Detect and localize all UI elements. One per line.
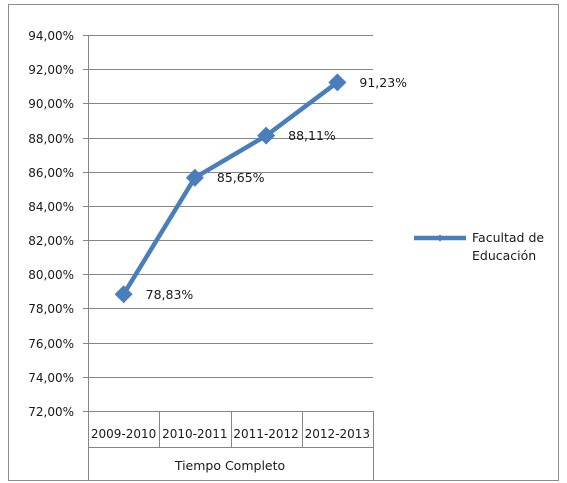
gridlines	[88, 35, 373, 378]
series-line	[121, 80, 339, 296]
data-value-label: 78,83%	[146, 287, 194, 302]
y-tick-label: 86,00%	[28, 166, 74, 180]
y-tick-label: 82,00%	[28, 234, 74, 248]
y-tick-label: 76,00%	[28, 337, 74, 351]
y-tick-label: 72,00%	[28, 405, 74, 419]
legend-label: Facultad de Educación	[472, 230, 544, 263]
y-tick-label: 94,00%	[28, 29, 74, 43]
y-tick-label: 74,00%	[28, 371, 74, 385]
y-tick-label: 90,00%	[28, 97, 74, 111]
data-value-label: 85,65%	[217, 170, 265, 185]
y-tick-label: 84,00%	[28, 200, 74, 214]
legend: Facultad de Educación	[414, 230, 544, 263]
chart-border	[8, 4, 559, 481]
y-tick-label: 92,00%	[28, 63, 74, 77]
y-tick-label: 78,00%	[28, 302, 74, 316]
x-axis-title: Tiempo Completo	[174, 458, 285, 473]
y-axis-tick-labels: 72,00% 74,00% 76,00% 78,00% 80,00% 82,00% 84,0…	[28, 29, 74, 419]
axes	[83, 35, 374, 480]
series-layer: 78,83% 85,65% 88,11% 91,23%	[114, 73, 407, 304]
x-category-label: 2012-2013	[305, 427, 370, 441]
data-point-marker	[328, 73, 347, 92]
data-value-label: 88,11%	[288, 128, 336, 143]
data-value-label: 91,23%	[359, 75, 407, 90]
legend-marker-swatch	[436, 234, 444, 242]
x-category-label: 2009-2010	[91, 427, 156, 441]
x-axis-category-labels: 2009-2010 2010-2011 2011-2012 2012-2013	[91, 427, 370, 441]
y-tick-label: 80,00%	[28, 268, 74, 282]
y-tick-label: 88,00%	[28, 132, 74, 146]
x-category-label: 2011-2012	[233, 427, 298, 441]
x-category-label: 2010-2011	[162, 427, 227, 441]
data-point-marker	[114, 285, 133, 304]
data-point-marker	[185, 168, 204, 187]
data-point-marker	[257, 126, 276, 145]
